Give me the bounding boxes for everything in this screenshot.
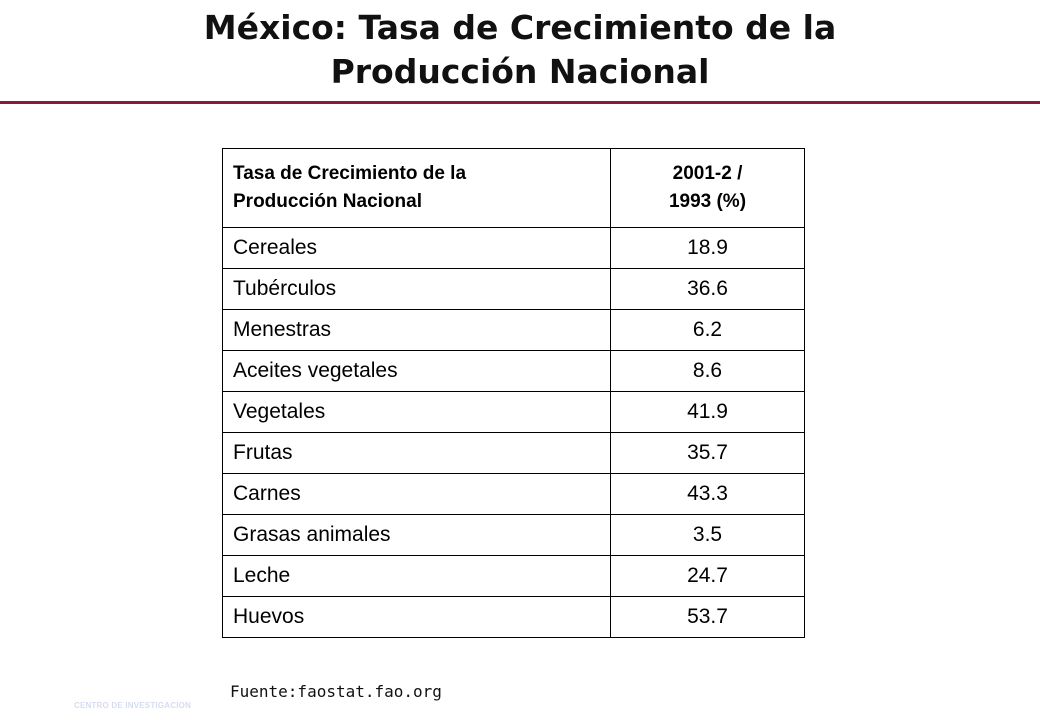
column-header-category: Tasa de Crecimiento de la Producción Nac… [222, 148, 611, 228]
table-row: Grasas animales 3.5 [222, 514, 805, 556]
table-row: Cereales 18.9 [222, 227, 805, 269]
slide-title: México: Tasa de Crecimiento de la Produc… [0, 6, 1040, 94]
row-value: 8.6 [610, 350, 805, 392]
table-row: Huevos 53.7 [222, 596, 805, 638]
row-label: Aceites vegetales [222, 350, 611, 392]
column-header-growth: 2001-2 / 1993 (%) [610, 148, 805, 228]
row-value: 18.9 [610, 227, 805, 269]
row-value: 6.2 [610, 309, 805, 351]
row-value: 41.9 [610, 391, 805, 433]
title-divider [0, 101, 1040, 104]
row-label: Leche [222, 555, 611, 597]
column-header-category-line-1: Tasa de Crecimiento de la [233, 163, 467, 184]
table-row: Menestras 6.2 [222, 309, 805, 351]
row-value: 43.3 [610, 473, 805, 515]
table-row: Vegetales 41.9 [222, 391, 805, 433]
column-header-growth-line-1: 2001-2 / [672, 163, 743, 184]
row-value: 36.6 [610, 268, 805, 310]
row-label: Frutas [222, 432, 611, 474]
row-label: Carnes [222, 473, 611, 515]
column-header-category-line-2: Producción Nacional [233, 191, 422, 212]
footer-watermark: CENTRO DE INVESTIGACION [74, 701, 192, 710]
table-row: Aceites vegetales 8.6 [222, 350, 805, 392]
slide-title-line-2: Producción Nacional [330, 52, 710, 91]
table-row: Carnes 43.3 [222, 473, 805, 515]
table-row: Frutas 35.7 [222, 432, 805, 474]
table-header-row: Tasa de Crecimiento de la Producción Nac… [222, 148, 805, 228]
row-value: 35.7 [610, 432, 805, 474]
row-label: Grasas animales [222, 514, 611, 556]
row-label: Cereales [222, 227, 611, 269]
table-row: Leche 24.7 [222, 555, 805, 597]
slide-title-line-1: México: Tasa de Crecimiento de la [203, 8, 837, 47]
row-value: 53.7 [610, 596, 805, 638]
growth-rate-table: Tasa de Crecimiento de la Producción Nac… [222, 148, 805, 638]
row-value: 3.5 [610, 514, 805, 556]
source-note: Fuente:faostat.fao.org [230, 682, 442, 701]
row-label: Huevos [222, 596, 611, 638]
row-label: Menestras [222, 309, 611, 351]
table-row: Tubérculos 36.6 [222, 268, 805, 310]
column-header-growth-line-2: 1993 (%) [668, 191, 747, 212]
row-label: Vegetales [222, 391, 611, 433]
row-value: 24.7 [610, 555, 805, 597]
row-label: Tubérculos [222, 268, 611, 310]
